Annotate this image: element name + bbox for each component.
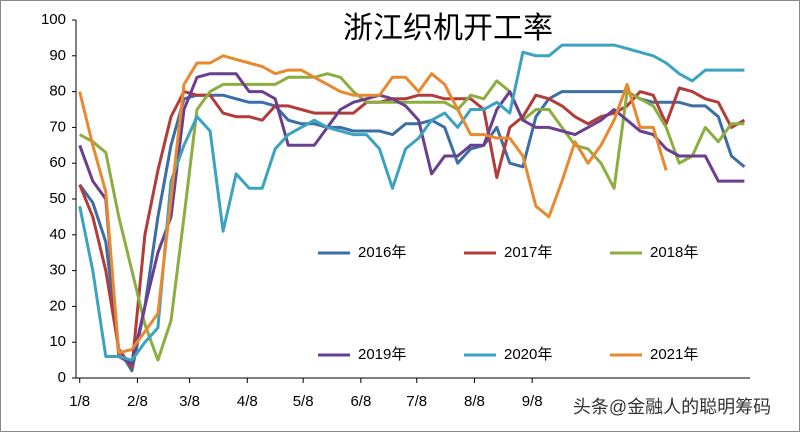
legend-label: 2016年 xyxy=(358,244,406,261)
y-tick-label: 10 xyxy=(49,333,66,350)
y-tick-label: 100 xyxy=(41,11,66,28)
y-tick-label: 80 xyxy=(49,83,66,100)
y-tick-label: 40 xyxy=(49,226,66,243)
y-tick-label: 90 xyxy=(49,47,66,64)
x-tick-label: 5/8 xyxy=(293,393,314,410)
x-tick-label: 2/8 xyxy=(127,393,148,410)
y-tick-label: 0 xyxy=(58,369,66,386)
series-line xyxy=(78,54,668,355)
legend-label: 2019年 xyxy=(358,346,406,363)
x-tick-label: 7/8 xyxy=(406,393,427,410)
legend-label: 2017年 xyxy=(504,244,552,261)
series-line xyxy=(78,72,745,366)
x-tick-label: 3/8 xyxy=(179,393,200,410)
y-tick-label: 60 xyxy=(49,154,66,171)
x-tick-label: 9/8 xyxy=(522,393,543,410)
legend-label: 2021年 xyxy=(650,346,698,363)
x-tick-label: 8/8 xyxy=(464,393,485,410)
y-tick-label: 30 xyxy=(49,262,66,279)
legend-label: 2018年 xyxy=(650,244,698,261)
x-tick-label: 4/8 xyxy=(237,393,258,410)
y-tick-label: 20 xyxy=(49,297,66,314)
chart-title: 浙江织机开工率 xyxy=(343,12,553,45)
x-tick-label: 6/8 xyxy=(350,393,371,410)
x-tick-label: 1/8 xyxy=(69,393,90,410)
series-line xyxy=(78,72,745,362)
y-tick-label: 50 xyxy=(49,190,66,207)
legend-label: 2020年 xyxy=(504,346,552,363)
series-line xyxy=(78,43,745,362)
watermark: 头条@金融人的聪明筹码 xyxy=(573,397,771,417)
y-tick-label: 70 xyxy=(49,118,66,135)
